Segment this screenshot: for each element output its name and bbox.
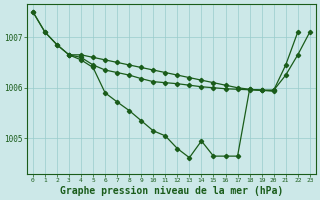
X-axis label: Graphe pression niveau de la mer (hPa): Graphe pression niveau de la mer (hPa): [60, 186, 283, 196]
